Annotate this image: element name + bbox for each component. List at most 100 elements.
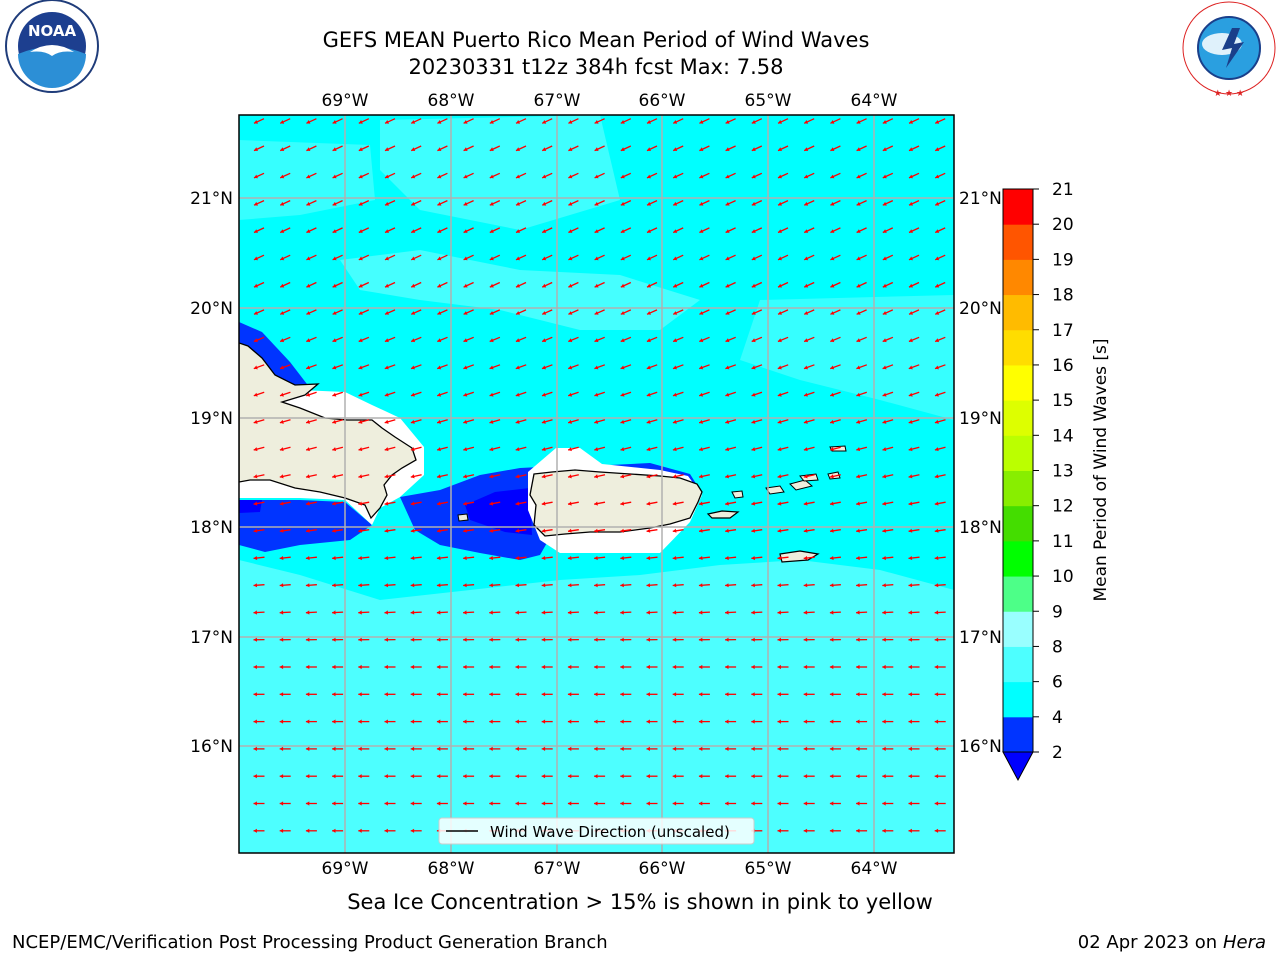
wind-arrow-head xyxy=(646,392,651,397)
wind-arrow-head xyxy=(830,174,835,179)
wind-arrow-head xyxy=(253,392,258,397)
wind-arrow-head xyxy=(909,147,913,151)
wind-arrow-head xyxy=(254,283,258,288)
wind-arrow-head xyxy=(568,147,573,151)
wind-arrow-head xyxy=(830,283,835,288)
wind-arrow-head xyxy=(856,583,860,588)
wind-arrow-head xyxy=(254,256,258,261)
wind-arrow-head xyxy=(568,201,573,206)
map-area xyxy=(239,115,954,853)
wind-arrow-head xyxy=(751,692,755,697)
wind-arrow-head xyxy=(254,147,258,151)
wind-arrow-head xyxy=(541,637,546,642)
wind-arrow-head xyxy=(541,801,546,806)
wind-arrow-head xyxy=(751,365,756,370)
wind-arrow-head xyxy=(856,147,861,151)
wind-arrow-head xyxy=(725,392,730,397)
wind-arrow-head xyxy=(516,120,520,124)
wind-arrow-head xyxy=(830,229,835,233)
wind-arrow-head xyxy=(935,311,940,315)
wind-arrow-head xyxy=(516,256,520,261)
wind-arrow-head xyxy=(280,365,284,370)
wind-arrow-head xyxy=(777,392,782,397)
wind-arrow-head xyxy=(280,201,285,206)
wind-arrow-head xyxy=(358,719,362,724)
wind-arrow-head xyxy=(934,828,939,833)
wind-arrow-head xyxy=(279,610,284,615)
wind-arrow-head xyxy=(856,256,861,261)
wind-arrow-head xyxy=(751,256,756,261)
wind-arrow-head xyxy=(411,365,415,370)
wind-arrow-head xyxy=(567,692,572,697)
wind-arrow-head xyxy=(777,746,781,751)
wind-arrow-head xyxy=(829,746,834,751)
wind-arrow-head xyxy=(620,746,624,751)
lat-label: 20°N xyxy=(190,299,233,319)
wind-arrow-head xyxy=(856,528,860,533)
wind-arrow-head xyxy=(306,120,311,124)
date-text: 02 Apr 2023 on Hera xyxy=(1077,932,1266,953)
wind-arrow-head xyxy=(279,583,284,588)
colorbar-tick-label: 19 xyxy=(1052,250,1074,270)
wind-arrow-head xyxy=(567,746,572,751)
wind-arrow-head xyxy=(306,229,311,233)
wind-arrow-head xyxy=(646,746,650,751)
colorbar-segment xyxy=(1003,681,1033,718)
wind-arrow-head xyxy=(306,147,311,151)
wind-arrow-head xyxy=(463,365,468,370)
wind-arrow-head xyxy=(725,774,729,779)
wind-arrow-head xyxy=(542,256,547,261)
wind-arrow-head xyxy=(253,583,258,588)
wind-arrow-head xyxy=(436,746,441,751)
wind-arrow-head xyxy=(803,447,808,452)
colorbar-segment xyxy=(1003,470,1033,507)
wind-arrow-head xyxy=(541,556,546,561)
wind-arrow-head xyxy=(254,229,258,233)
wind-arrow-head xyxy=(306,474,310,479)
wind-arrow-head xyxy=(568,474,572,479)
period-under-2-zone xyxy=(465,488,532,535)
wind-arrow-head xyxy=(568,447,572,452)
wind-arrow-head xyxy=(698,746,703,751)
wind-arrow-head xyxy=(489,120,494,124)
lon-label: 67°W xyxy=(534,91,581,111)
wind-arrow-head xyxy=(515,556,520,561)
wind-arrow-head xyxy=(751,528,756,533)
lat-label: 17°N xyxy=(190,628,233,648)
wind-arrow-head xyxy=(567,664,572,670)
wind-arrow-head xyxy=(332,256,337,261)
wind-arrow-head xyxy=(358,311,363,315)
wind-arrow-head xyxy=(437,365,442,370)
wind-arrow-head xyxy=(620,256,625,261)
wind-arrow-head xyxy=(882,692,886,697)
wind-arrow-head xyxy=(935,338,940,343)
wind-arrow-head xyxy=(410,801,415,806)
wind-arrow-head xyxy=(279,637,284,642)
noaa-logo: NOAA xyxy=(5,0,99,93)
wind-arrow-head xyxy=(253,501,258,506)
wind-arrow-head xyxy=(882,147,887,151)
wind-arrow-head xyxy=(751,746,755,751)
wind-arrow-head xyxy=(777,419,782,424)
wind-arrow-head xyxy=(594,719,598,724)
wind-arrow-head xyxy=(358,447,363,452)
wind-arrow-head xyxy=(620,528,625,533)
wind-arrow-head xyxy=(856,719,860,724)
wind-arrow-head xyxy=(594,256,599,261)
wind-arrow-head xyxy=(698,583,703,588)
wind-arrow-head xyxy=(384,719,388,724)
wind-arrow-head xyxy=(751,447,756,452)
wind-arrow-head xyxy=(594,501,598,506)
wind-arrow-head xyxy=(777,610,781,615)
wind-arrow-head xyxy=(568,174,573,179)
wind-arrow-head xyxy=(830,311,835,315)
wind-arrow-head xyxy=(908,746,912,751)
wind-arrow-head xyxy=(909,256,913,261)
legend-label: Wind Wave Direction (unscaled) xyxy=(490,823,730,841)
wind-arrow-head xyxy=(463,283,468,288)
lat-label: 21°N xyxy=(959,189,1002,209)
wind-arrow-head xyxy=(594,338,599,343)
wind-arrow-head xyxy=(410,664,415,670)
wind-arrow-head xyxy=(463,719,467,724)
wind-arrow-head xyxy=(594,583,598,588)
